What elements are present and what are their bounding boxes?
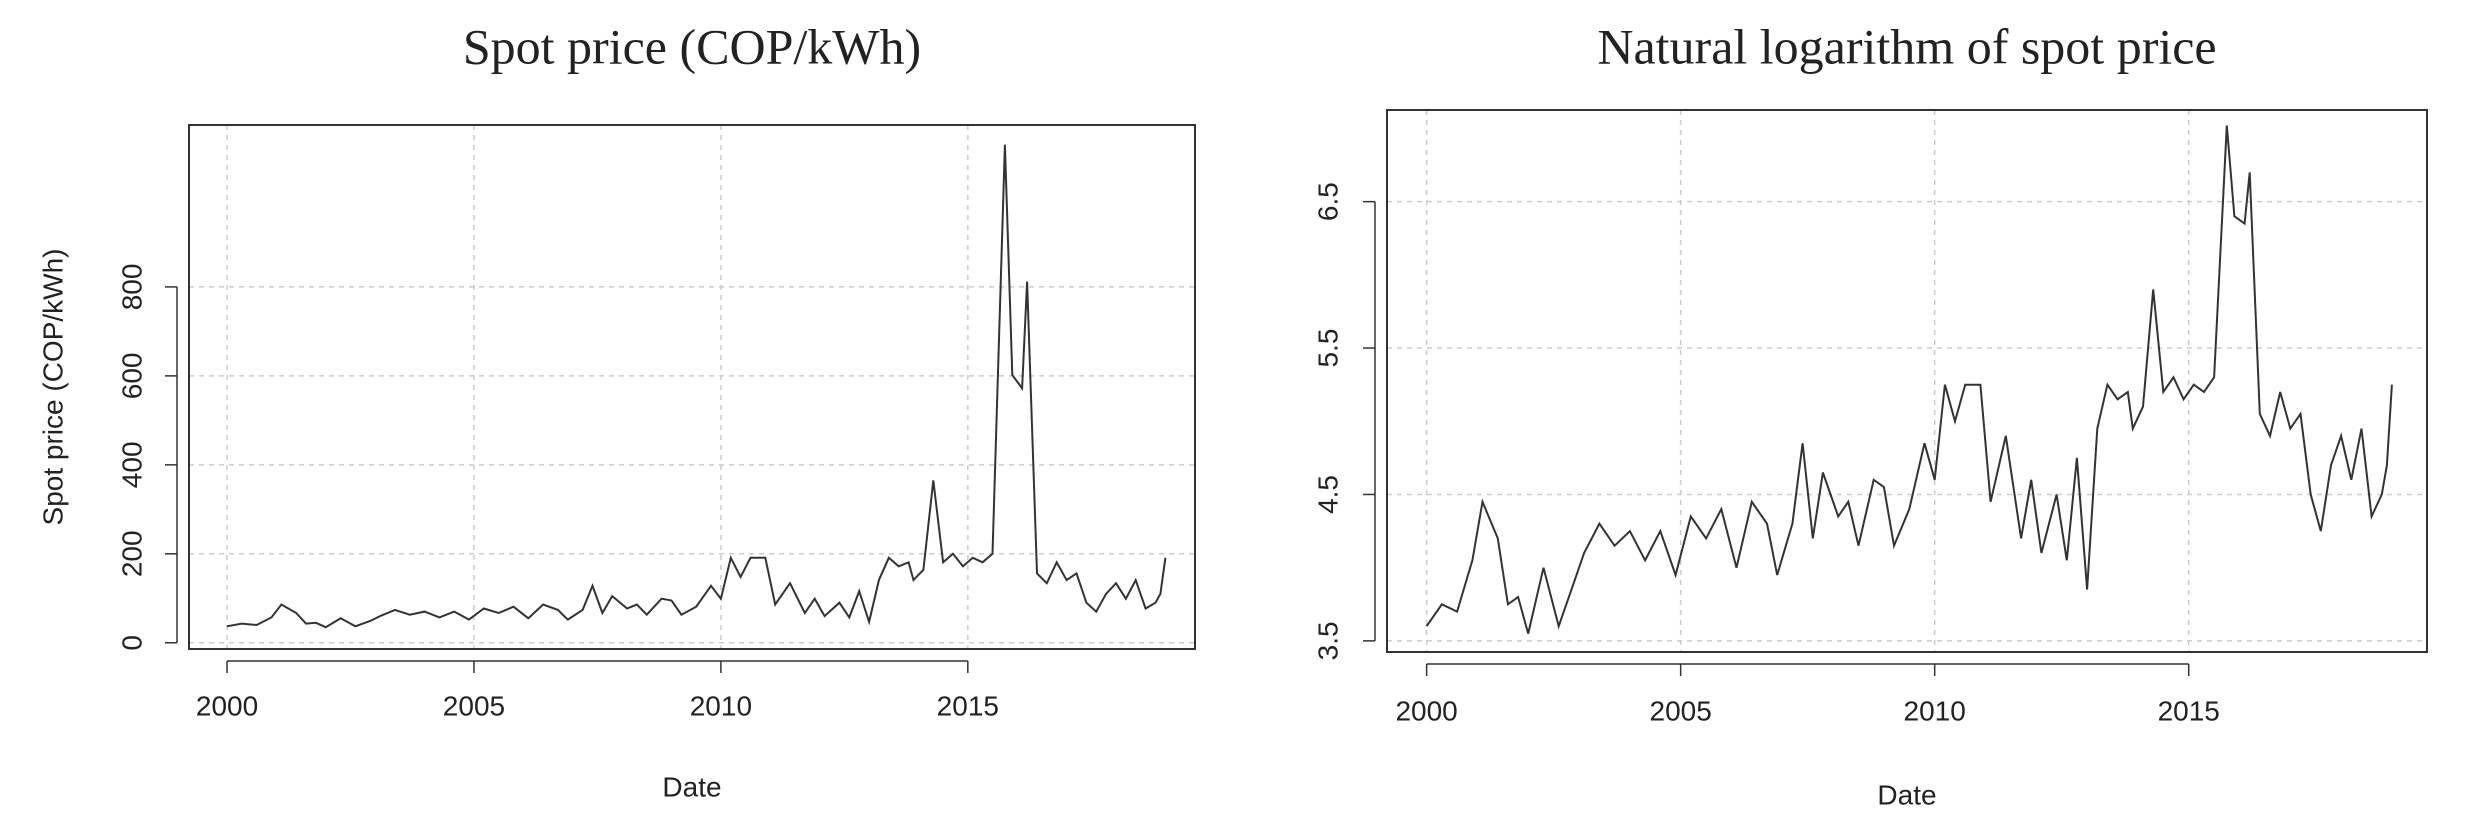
x-tick-label: 2010 [690, 690, 752, 721]
y-tick-label: 0 [116, 635, 147, 651]
chart-title: Natural logarithm of spot price [1597, 18, 2216, 74]
data-line [226, 144, 1167, 629]
y-tick-label: 600 [116, 353, 147, 400]
x-tick-label: 2000 [1395, 695, 1457, 726]
data-line [1425, 125, 2393, 634]
x-tick-label: 2015 [937, 690, 999, 721]
y-tick-label: 400 [116, 441, 147, 488]
x-tick-label: 2015 [2158, 695, 2220, 726]
plot-frame [1386, 109, 2428, 653]
x-tick-label: 2000 [196, 690, 258, 721]
y-tick-label: 3.5 [1312, 621, 1343, 660]
x-tick-label: 2005 [1650, 695, 1712, 726]
x-tick-label: 2010 [1904, 695, 1966, 726]
x-tick-label: 2005 [443, 690, 505, 721]
chart-title: Spot price (COP/kWh) [463, 18, 921, 74]
y-tick-label: 4.5 [1312, 475, 1343, 514]
x-axis-label: Date [1877, 779, 1936, 810]
y-tick-label: 6.5 [1312, 182, 1343, 221]
y-tick-label: 800 [116, 264, 147, 311]
x-axis-label: Date [662, 771, 721, 802]
plot-frame [188, 124, 1196, 650]
y-tick-label: 200 [116, 530, 147, 577]
y-tick-label: 5.5 [1312, 329, 1343, 368]
y-axis-label: Spot price (COP/kWh) [37, 249, 68, 526]
